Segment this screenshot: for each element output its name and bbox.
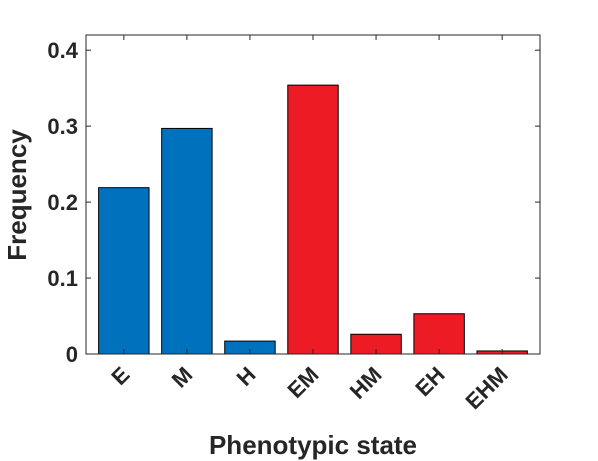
bars	[98, 84, 528, 355]
x-axis-title: Phenotypic state	[209, 430, 417, 460]
x-tick-label-hm: HM	[345, 362, 387, 404]
y-tick-label: 0	[66, 342, 78, 367]
x-tick-label-eh: EH	[410, 362, 449, 401]
y-tick-label: 0.2	[47, 190, 78, 215]
bar-eh	[413, 313, 465, 355]
x-tick-label-ehm: EHM	[460, 362, 512, 414]
x-tick-label-h: H	[232, 362, 261, 391]
y-tick-label: 0.3	[47, 114, 78, 139]
x-tick-label-e: E	[106, 362, 134, 390]
x-tick-label-m: M	[167, 362, 198, 393]
y-tick-label: 0.4	[47, 38, 78, 63]
y-axis-ticks: 0 0.1 0.2 0.3 0.4	[47, 38, 540, 367]
bar-m	[161, 127, 213, 355]
bar-e	[98, 187, 150, 355]
y-tick-label: 0.1	[47, 266, 78, 291]
bar-em	[287, 84, 339, 355]
y-axis-title: Frequency	[2, 129, 32, 261]
x-tick-label-em: EM	[283, 362, 324, 403]
